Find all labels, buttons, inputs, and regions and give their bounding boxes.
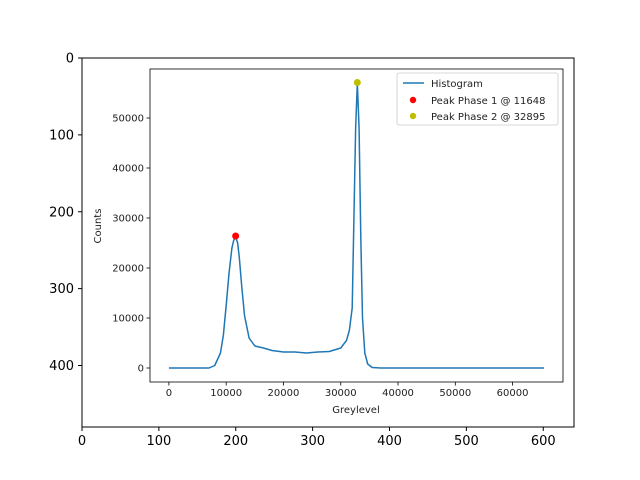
x-tick-label: 20000 <box>268 388 300 399</box>
peak-phase-2-point <box>353 79 361 86</box>
legend-label-peak2: Peak Phase 2 @ 32895 <box>431 112 546 123</box>
plot-series <box>168 79 545 369</box>
outer-x-tick-label: 400 <box>377 434 402 449</box>
legend-peak2-marker <box>409 112 417 120</box>
plot-axes-ticks: 0 10000 20000 30000 40000 50000 60000 0 10000 200… <box>112 114 528 400</box>
x-tick-label: 60000 <box>497 388 529 399</box>
histogram-line <box>168 82 545 369</box>
outer-y-tick-label: 200 <box>49 205 74 220</box>
outer-x-tick-label: 600 <box>531 434 556 449</box>
legend: Histogram Peak Phase 1 @ 11648 Peak Phas… <box>396 72 559 126</box>
y-tick-label: 40000 <box>112 164 144 175</box>
y-axis-label: Counts <box>93 209 104 244</box>
x-tick-label: 10000 <box>210 388 242 399</box>
x-tick-label: 30000 <box>325 388 357 399</box>
outer-axes-ticks: 0 100 200 300 400 500 600 0 100 200 300 400 <box>49 52 555 450</box>
legend-label-peak1: Peak Phase 1 @ 11648 <box>431 96 546 107</box>
outer-x-tick-label: 100 <box>146 434 171 449</box>
outer-x-tick-label: 500 <box>454 434 479 449</box>
peak-phase-1-point <box>232 232 240 240</box>
y-tick-label: 20000 <box>112 264 144 275</box>
x-tick-label: 50000 <box>439 388 471 399</box>
legend-label-histogram: Histogram <box>431 79 483 90</box>
outer-x-tick-label: 200 <box>223 434 248 449</box>
outer-y-tick-label: 300 <box>49 282 74 297</box>
y-tick-label: 50000 <box>112 114 144 125</box>
outer-y-tick-label: 100 <box>49 128 74 143</box>
outer-y-tick-label: 400 <box>49 359 74 374</box>
x-tick-label: 40000 <box>382 388 414 399</box>
x-tick-label: 0 <box>166 388 172 399</box>
x-axis-label: Greylevel <box>332 405 380 416</box>
outer-x-tick-label: 0 <box>78 434 86 449</box>
y-tick-label: 0 <box>138 364 144 375</box>
y-tick-label: 30000 <box>112 214 144 225</box>
legend-peak1-marker <box>409 96 417 104</box>
outer-y-tick-label: 0 <box>66 52 74 67</box>
outer-x-tick-label: 300 <box>300 434 325 449</box>
legend-box <box>396 72 559 126</box>
y-tick-label: 10000 <box>112 314 144 325</box>
